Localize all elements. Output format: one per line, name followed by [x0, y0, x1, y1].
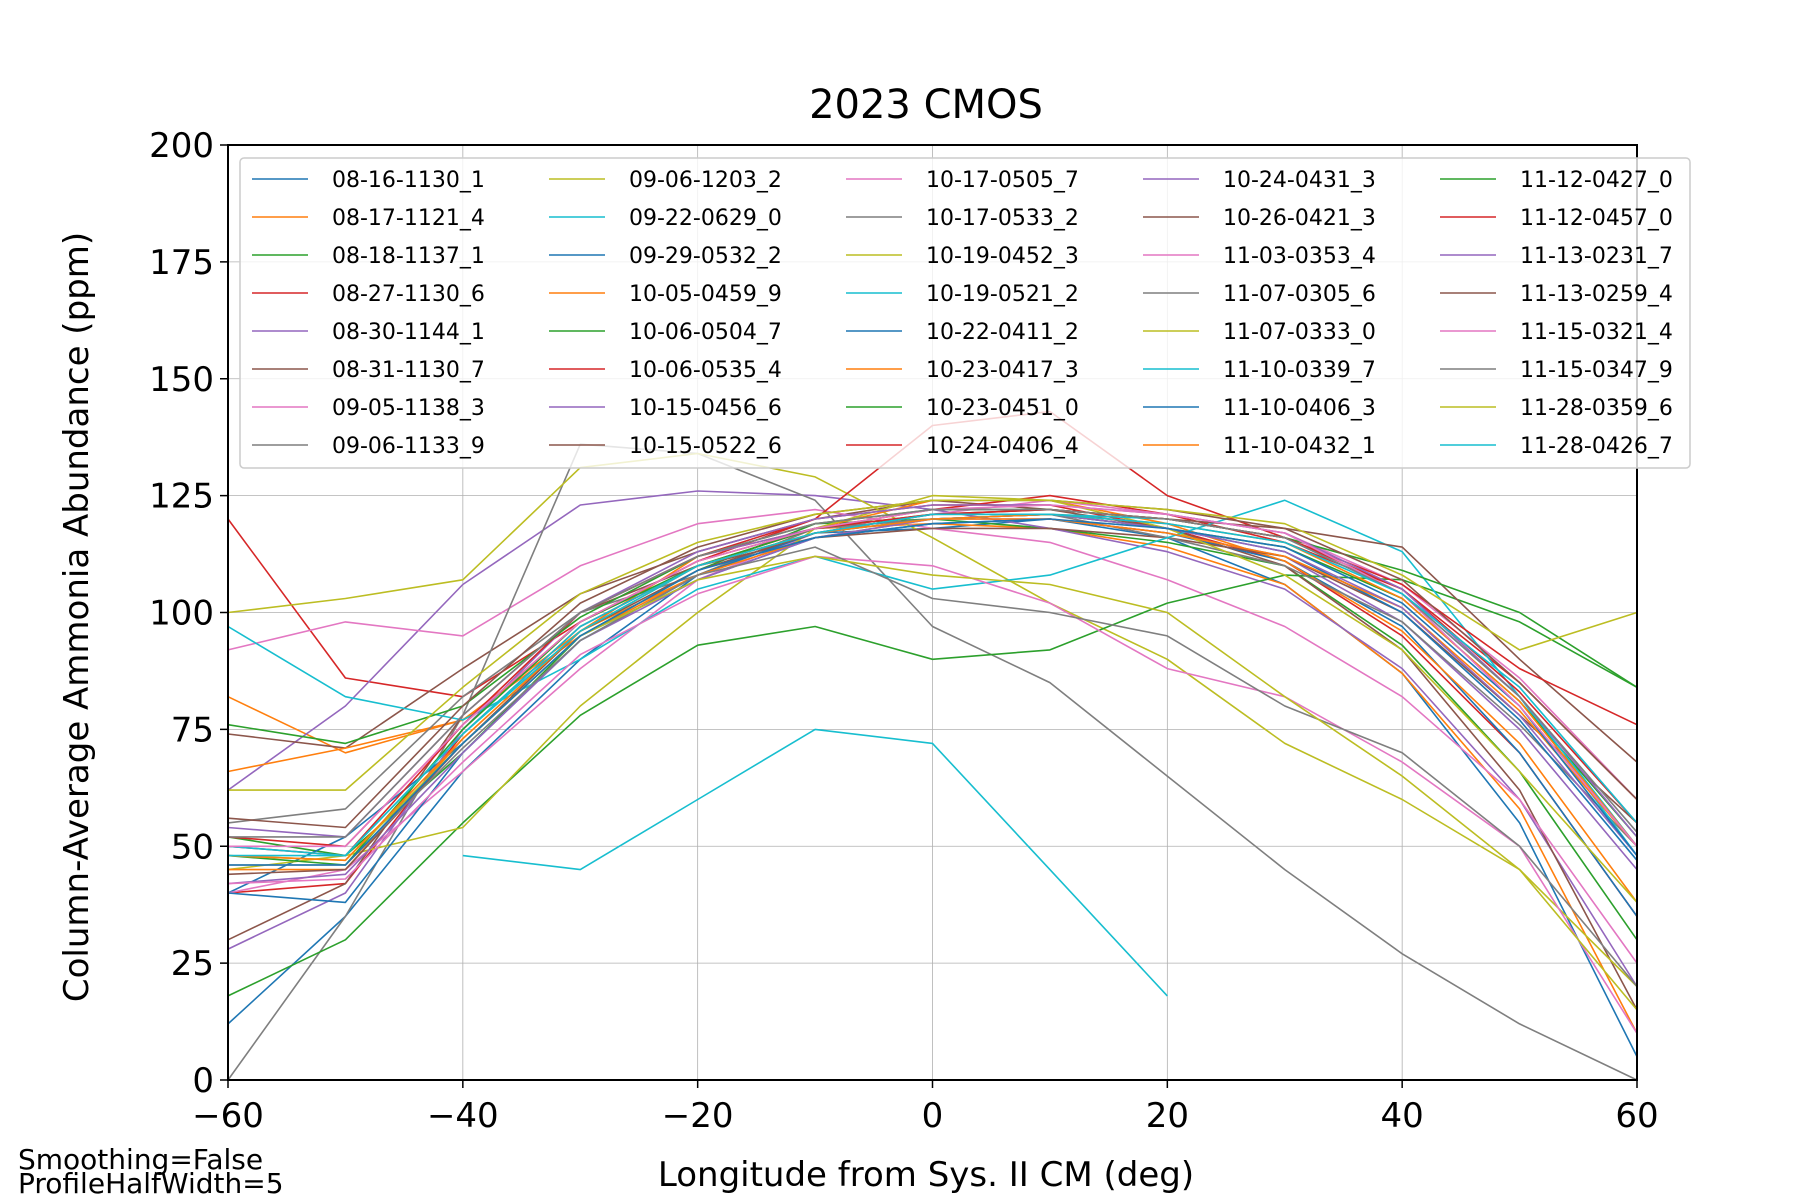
- legend-label: 08-30-1144_1: [332, 320, 485, 345]
- legend-label: 10-24-0406_4: [926, 434, 1079, 459]
- legend-label: 08-17-1121_4: [332, 206, 485, 231]
- x-tick-label: −60: [192, 1096, 264, 1136]
- y-tick-label: 75: [171, 710, 214, 750]
- x-tick-label: 20: [1146, 1096, 1189, 1136]
- legend-label: 10-19-0521_2: [926, 282, 1079, 307]
- legend-label: 10-23-0417_3: [926, 358, 1079, 383]
- series-lines: [227, 410, 1638, 1081]
- x-tick-label: −20: [662, 1096, 734, 1136]
- legend-label: 11-13-0231_7: [1520, 244, 1673, 269]
- legend-label: 10-17-0533_2: [926, 206, 1079, 231]
- profile-half-width-note: ProfileHalfWidth=5: [18, 1167, 284, 1200]
- chart-title: 2023 CMOS: [809, 82, 1043, 128]
- legend-label: 09-06-1203_2: [629, 168, 782, 193]
- y-tick-label: 25: [171, 944, 214, 984]
- legend-label: 11-12-0427_0: [1520, 168, 1673, 193]
- series-line-11-28-0359_6: [228, 499, 1638, 791]
- series-line-11-10-0432_1: [227, 513, 1638, 862]
- legend-label: 10-15-0456_6: [629, 396, 782, 421]
- legend-label: 09-29-0532_2: [629, 244, 782, 269]
- legend-label: 10-22-0411_2: [926, 320, 1079, 345]
- series-line-11-07-0305_6: [228, 546, 1638, 988]
- y-tick-label: 50: [171, 827, 214, 867]
- legend-box: [239, 157, 1691, 469]
- legend-label: 09-06-1133_9: [332, 434, 485, 459]
- series-line-09-06-1203_2: [227, 452, 1638, 988]
- legend-label: 08-18-1137_1: [332, 244, 485, 269]
- x-tick-label: 0: [922, 1096, 944, 1136]
- y-tick-label: 175: [149, 243, 214, 283]
- legend-label: 10-06-0504_7: [629, 320, 782, 345]
- smoothing-note: Smoothing=False: [18, 1143, 264, 1176]
- legend-label: 11-28-0426_7: [1520, 434, 1673, 459]
- x-axis-label: Longitude from Sys. II CM (deg): [658, 1155, 1194, 1195]
- legend-label: 08-31-1130_7: [332, 358, 485, 383]
- series-line-11-03-0353_4: [227, 555, 1638, 1034]
- legend-label: 11-13-0259_4: [1520, 282, 1673, 307]
- y-tick-label: 125: [149, 477, 214, 517]
- x-tick-label: 40: [1381, 1096, 1424, 1136]
- legend-label: 11-12-0457_0: [1520, 206, 1673, 231]
- legend-label: 11-03-0353_4: [1223, 244, 1376, 269]
- y-tick-label: 200: [149, 126, 214, 166]
- legend-label: 10-05-0459_9: [629, 282, 782, 307]
- legend-label: 10-15-0522_6: [629, 434, 782, 459]
- legend-label: 09-22-0629_0: [629, 206, 782, 231]
- x-tick-label: −40: [427, 1096, 499, 1136]
- legend: 08-16-1130_1 08-17-1121_4 08-18-1137_1 08-2…: [239, 157, 1691, 469]
- series-line-11-10-0406_3: [228, 518, 1638, 866]
- legend-label: 11-15-0347_9: [1520, 358, 1673, 383]
- x-tick-label: 60: [1615, 1096, 1658, 1136]
- legend-label: 10-24-0431_3: [1223, 168, 1376, 193]
- y-tick-label: 150: [149, 360, 214, 400]
- series-line-10-19-0521_2: [227, 499, 1638, 857]
- legend-label: 08-27-1130_6: [332, 282, 485, 307]
- y-axis-label: Column-Average Ammonia Abundance (ppm): [57, 232, 97, 1002]
- y-tick-label: 100: [149, 594, 214, 634]
- legend-label: 11-15-0321_4: [1520, 320, 1673, 345]
- legend-label: 11-07-0333_0: [1223, 320, 1376, 345]
- legend-label: 08-16-1130_1: [332, 168, 485, 193]
- series-line-11-28-0426_7: [228, 513, 1638, 857]
- y-tick-label: 0: [192, 1061, 214, 1101]
- legend-label: 10-17-0505_7: [926, 168, 1079, 193]
- legend-label: 10-26-0421_3: [1223, 206, 1376, 231]
- legend-label: 11-10-0432_1: [1223, 434, 1376, 459]
- series-line-10-19-0452_3: [227, 494, 1638, 903]
- series-line-09-22-0629_0: [462, 728, 1168, 997]
- legend-label: 11-10-0406_3: [1223, 396, 1376, 421]
- legend-label: 10-06-0535_4: [629, 358, 782, 383]
- legend-label: 09-05-1138_3: [332, 396, 485, 421]
- legend-label: 11-10-0339_7: [1223, 358, 1376, 383]
- legend-label: 11-07-0305_6: [1223, 282, 1376, 307]
- legend-label: 10-19-0452_3: [926, 244, 1079, 269]
- axis-ticks: −60 −40 −20 0 20 40 60 0 25 50 75 100 125 150 175 200: [149, 126, 1659, 1136]
- legend-label: 11-28-0359_6: [1520, 396, 1673, 421]
- legend-label: 10-23-0451_0: [926, 396, 1079, 421]
